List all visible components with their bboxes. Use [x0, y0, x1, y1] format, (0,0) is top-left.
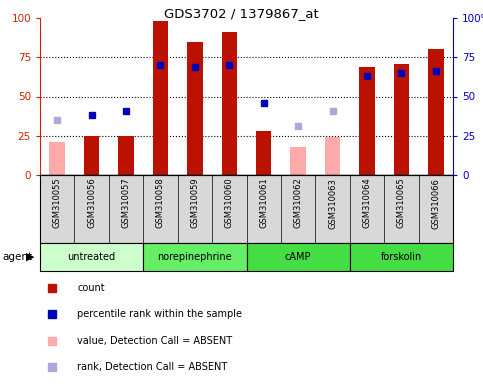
Bar [40, 243, 143, 271]
Text: forskolin: forskolin [381, 252, 422, 262]
Bar [350, 243, 453, 271]
Bar [49, 142, 65, 175]
Text: rank, Detection Call = ABSENT: rank, Detection Call = ABSENT [77, 362, 227, 372]
Bar [143, 243, 246, 271]
Text: GSM310060: GSM310060 [225, 178, 234, 228]
Text: count: count [77, 283, 105, 293]
Bar [428, 50, 443, 175]
Text: GSM310064: GSM310064 [362, 178, 371, 228]
Bar [222, 32, 237, 175]
Text: cAMP: cAMP [285, 252, 312, 262]
Text: percentile rank within the sample: percentile rank within the sample [77, 310, 242, 319]
Text: untreated: untreated [68, 252, 116, 262]
Bar [187, 41, 203, 175]
Text: GSM310066: GSM310066 [431, 178, 440, 228]
Text: GSM310058: GSM310058 [156, 178, 165, 228]
Text: ▶: ▶ [26, 252, 34, 262]
Text: GSM310065: GSM310065 [397, 178, 406, 228]
Text: GDS3702 / 1379867_at: GDS3702 / 1379867_at [164, 7, 319, 20]
Bar [359, 67, 375, 175]
Text: GSM310061: GSM310061 [259, 178, 268, 228]
Bar [153, 21, 168, 175]
Text: agent: agent [2, 252, 32, 262]
Text: GSM310055: GSM310055 [53, 178, 62, 228]
Bar [325, 137, 341, 175]
Text: norepinephrine: norepinephrine [157, 252, 232, 262]
Bar [394, 63, 409, 175]
Bar [84, 136, 99, 175]
Text: GSM310057: GSM310057 [122, 178, 130, 228]
Bar [118, 136, 134, 175]
Bar [256, 131, 271, 175]
Text: GSM310062: GSM310062 [294, 178, 303, 228]
Bar [290, 147, 306, 175]
Text: GSM310056: GSM310056 [87, 178, 96, 228]
Text: GSM310063: GSM310063 [328, 178, 337, 228]
Text: value, Detection Call = ABSENT: value, Detection Call = ABSENT [77, 336, 232, 346]
Bar [246, 243, 350, 271]
Text: GSM310059: GSM310059 [190, 178, 199, 228]
